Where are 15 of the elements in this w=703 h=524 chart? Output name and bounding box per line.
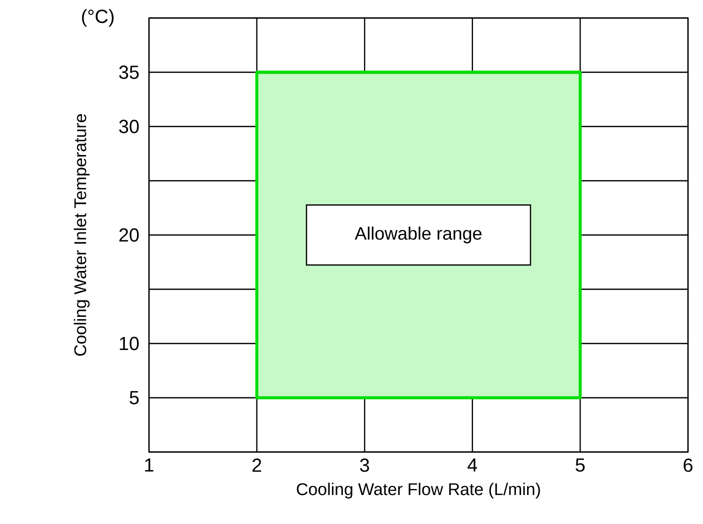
x-axis-title: Cooling Water Flow Rate (L/min) (296, 482, 540, 499)
y-tick-label: 30 (119, 120, 139, 134)
x-tick-label: 6 (684, 458, 692, 472)
x-tick-label: 1 (145, 458, 154, 472)
x-tick-label: 4 (468, 458, 478, 472)
y-axis-title: Cooling Water Inlet Temperature (74, 114, 90, 356)
y-tick-label: 10 (120, 336, 139, 350)
annotation: Allowable range (354, 226, 482, 244)
y-tick-label: 20 (119, 228, 139, 242)
y-tick-label: 35 (119, 66, 139, 79)
x-tick-label: 3 (360, 458, 370, 472)
y-tick-label: 5 (130, 391, 139, 404)
text: (°C) (82, 9, 114, 27)
x-tick-label: 2 (252, 458, 262, 472)
x-tick-label: 5 (576, 458, 585, 472)
